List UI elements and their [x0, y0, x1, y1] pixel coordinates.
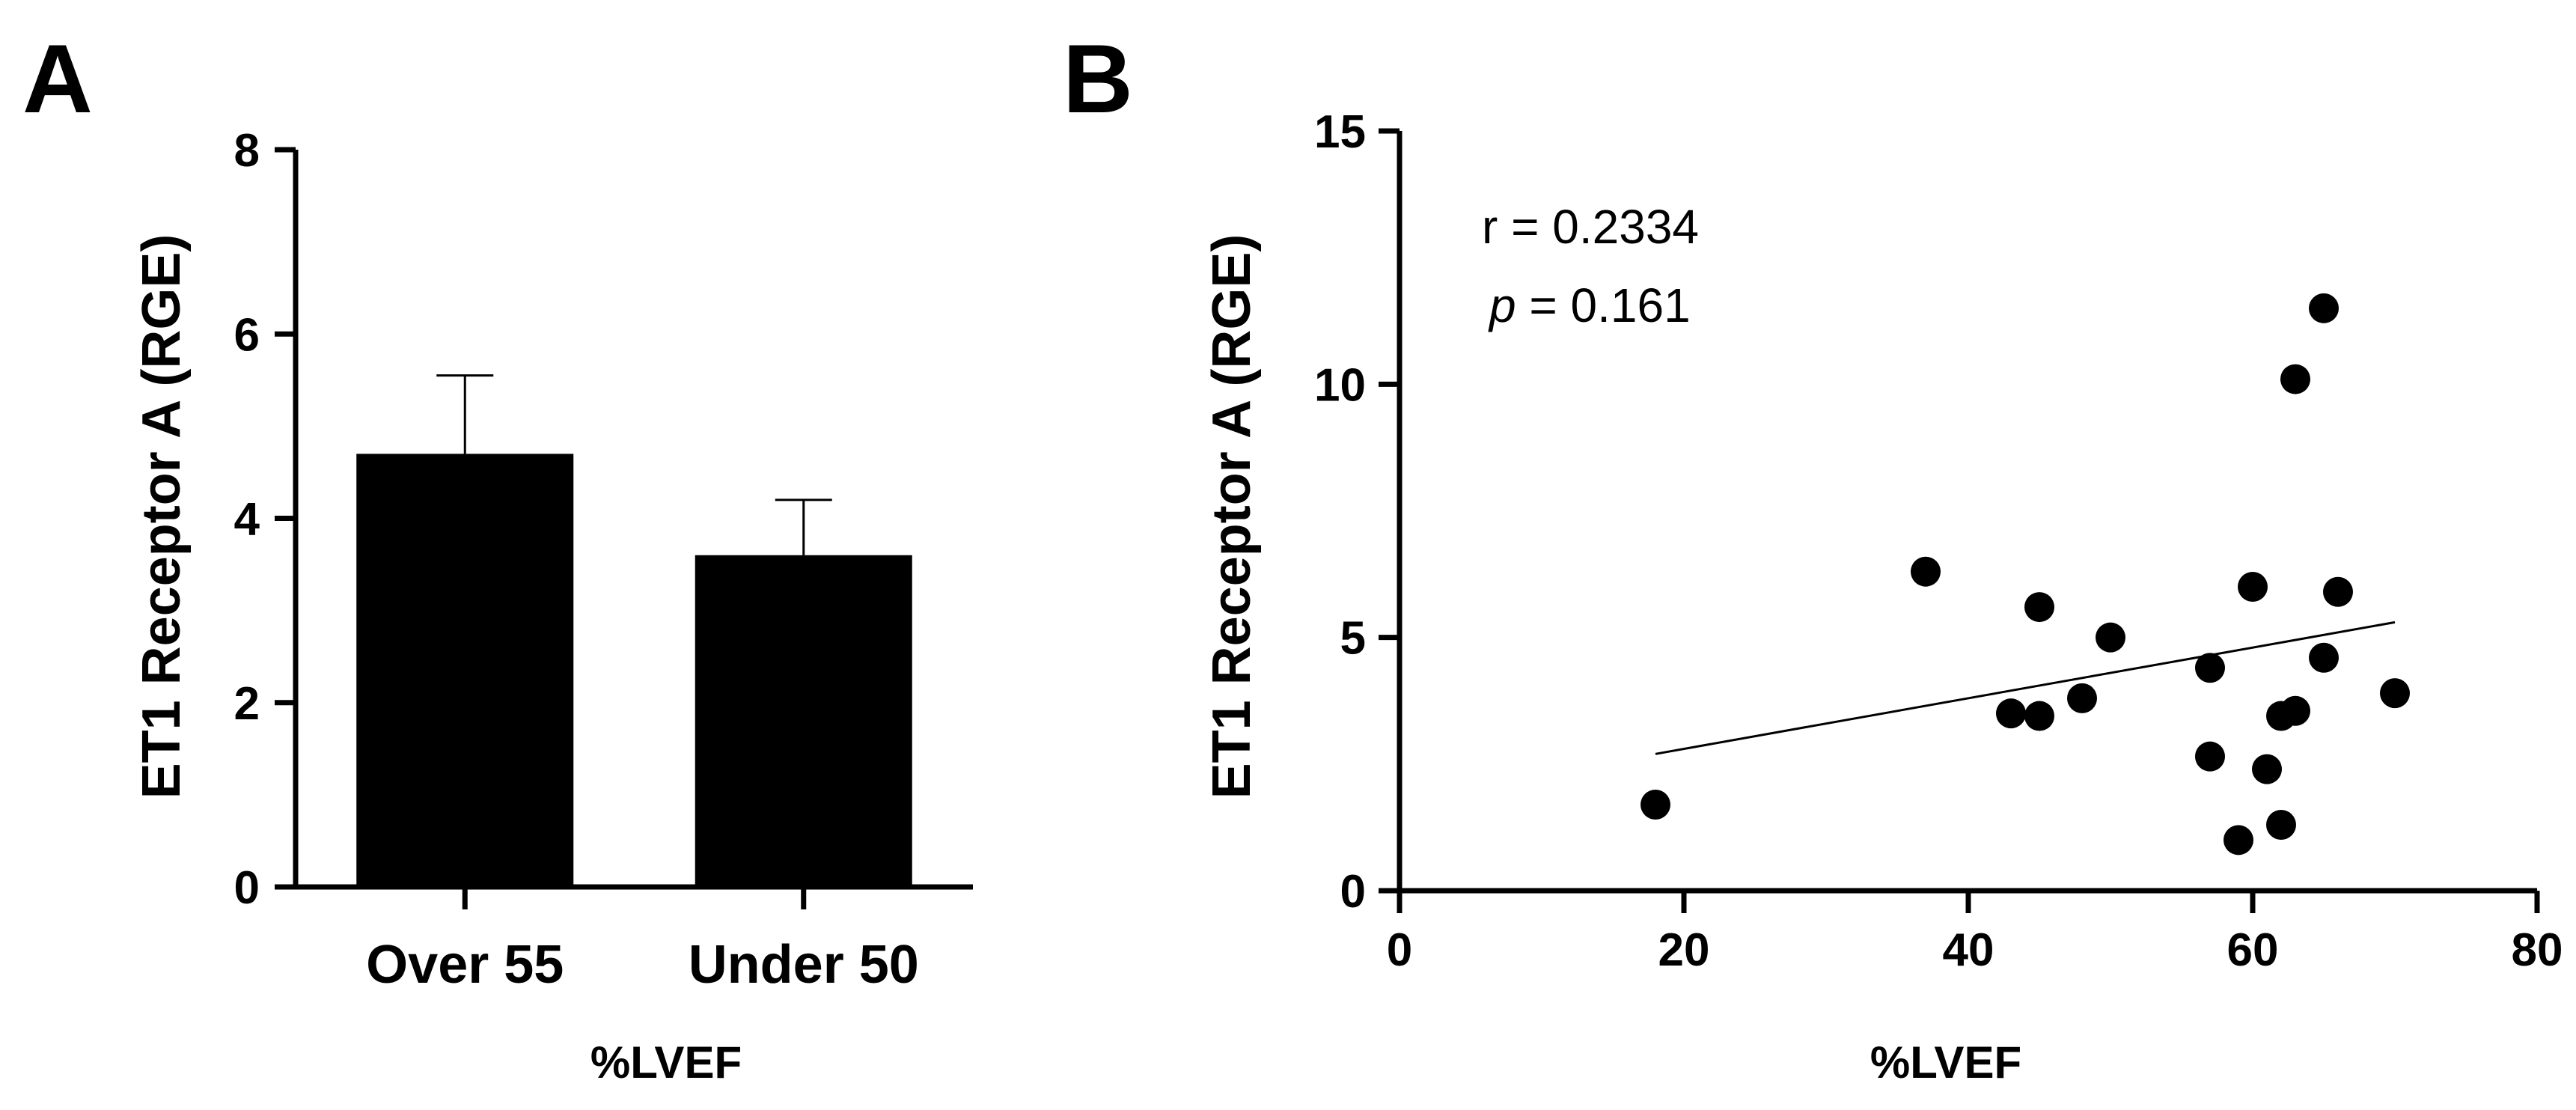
panel-b-data-point: [2195, 653, 2225, 683]
panel-b-y-tick-label: 0: [1340, 866, 1366, 918]
panel-a-y-axis-title: ET1 Receptor A (RGE): [132, 234, 192, 799]
panel-b-y-tick-label: 15: [1314, 106, 1366, 158]
panel-a-x-axis-title: %LVEF: [590, 1037, 742, 1088]
panel-b-x-axis-title: %LVEF: [1870, 1037, 2021, 1088]
panel-b-data-point: [2024, 592, 2054, 623]
p-symbol: p: [1488, 278, 1516, 332]
panel-b-x-tick-label: 20: [1658, 924, 1710, 976]
panel-b-data-point: [2280, 364, 2310, 394]
panel-b-plot: 0 5 10 15 0 20 40 60 80: [1314, 106, 2563, 976]
panel-a-category-label: Over 55: [366, 935, 564, 995]
panel-b-data-point: [1996, 698, 2026, 729]
panel-b-x-tick-label: 0: [1387, 924, 1412, 976]
panel-b-data-point: [1640, 789, 1670, 820]
panel-a-bar: [356, 454, 574, 887]
panel-a-y-tick-label: 4: [234, 494, 260, 546]
panel-b-data-point: [1911, 556, 1941, 587]
p-value-annotation: p = 0.161: [1488, 278, 1691, 332]
panel-b-data-point: [2195, 741, 2225, 772]
panel-b: B 0 5 10 15 0 20 40 60 80 ET1 Receptor A (RGE) %…: [1063, 24, 2563, 1088]
panel-b-data-point: [2252, 754, 2282, 784]
panel-b-y-tick-label: 5: [1340, 613, 1366, 665]
panel-a-y-tick-label: 6: [234, 309, 260, 361]
panel-b-data-point: [2224, 825, 2253, 856]
panel-a-plot: 0 2 4 6 8 Over 55 Under 50: [234, 125, 973, 995]
correlation-r-annotation: r = 0.2334: [1482, 200, 1699, 254]
panel-b-data-point: [2380, 678, 2410, 709]
panel-a-bar: [695, 555, 912, 887]
panel-b-x-tick-label: 40: [1943, 924, 1994, 976]
panel-a-y-tick-label: 0: [234, 862, 260, 914]
panel-a-category-label: Under 50: [689, 935, 919, 995]
panel-b-x-tick-label: 80: [2512, 924, 2563, 976]
panel-b-data-point: [2309, 642, 2339, 673]
p-value: = 0.161: [1516, 278, 1691, 332]
panel-b-data-point: [2309, 293, 2339, 323]
panel-a-y-tick-label: 8: [234, 125, 260, 177]
panel-a-y-tick-label: 2: [234, 678, 260, 730]
panel-b-data-point: [2238, 572, 2268, 602]
panel-b-x-tick-label: 60: [2227, 924, 2279, 976]
panel-b-data-point: [2067, 683, 2097, 713]
panel-b-data-point: [2266, 810, 2296, 841]
panel-b-y-tick-label: 10: [1314, 359, 1366, 411]
panel-b-trendline: [1655, 620, 2396, 755]
panel-b-label: B: [1063, 24, 1133, 133]
panel-a-label: A: [22, 24, 93, 133]
panel-b-y-axis-title: ET1 Receptor A (RGE): [1202, 234, 1262, 799]
panel-b-data-point: [2024, 701, 2054, 731]
panel-b-data-point: [2280, 695, 2310, 726]
panel-b-data-point: [2096, 622, 2125, 653]
panel-b-data-point: [2323, 576, 2353, 607]
panel-a: A 0 2 4 6 8 Over 55 Under 50 ET1 Receptor A (R…: [22, 24, 973, 1088]
